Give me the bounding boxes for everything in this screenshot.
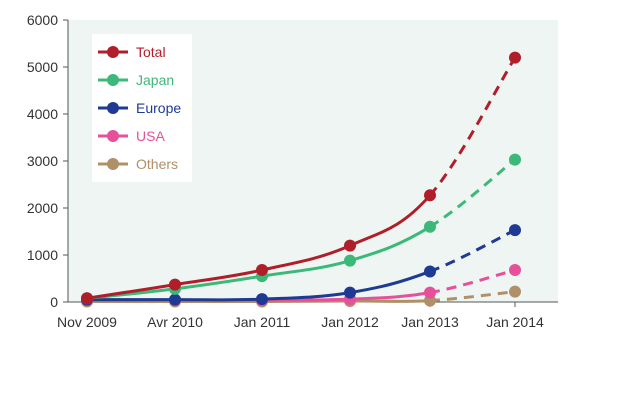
- legend: Total Japan Europe USA Others: [92, 34, 192, 182]
- data-point: [344, 239, 356, 252]
- series-layer: [81, 51, 521, 308]
- legend-label: Total: [136, 44, 166, 60]
- data-point: [509, 153, 521, 166]
- series-line-projected: [429, 290, 516, 303]
- y-tick-label: 6000: [27, 12, 58, 28]
- data-point: [509, 224, 521, 237]
- data-point: [169, 293, 181, 306]
- data-point: [424, 286, 436, 299]
- data-point: [424, 189, 436, 202]
- y-tick-label: 5000: [27, 59, 58, 75]
- y-tick-label: 3000: [27, 153, 58, 169]
- data-point: [509, 285, 521, 298]
- series-line-projected: [428, 56, 517, 197]
- data-point: [169, 278, 181, 291]
- legend-item-europe: Europe: [98, 100, 181, 116]
- legend-swatch-marker: [107, 102, 119, 114]
- legend-item-usa: USA: [98, 128, 165, 144]
- data-point: [424, 265, 436, 278]
- legend-label: Europe: [136, 100, 181, 116]
- legend-swatch-marker: [107, 46, 119, 58]
- x-tick-label: Jan 2014: [486, 314, 544, 330]
- y-tick-label: 4000: [27, 106, 58, 122]
- series-europe: [81, 224, 521, 306]
- y-axis: 0 1000 2000 3000 4000 5000 6000: [27, 12, 69, 310]
- legend-item-japan: Japan: [98, 72, 174, 88]
- y-tick-label: 0: [50, 294, 58, 310]
- data-point: [344, 254, 356, 267]
- x-tick-label: Jan 2013: [401, 314, 459, 330]
- legend-item-total: Total: [98, 44, 166, 60]
- legend-label: Japan: [136, 72, 174, 88]
- y-tick-label: 2000: [27, 200, 58, 216]
- data-point: [509, 264, 521, 277]
- data-point: [509, 51, 521, 64]
- legend-label: Others: [136, 156, 178, 172]
- x-tick-label: Jan 2011: [234, 314, 291, 330]
- y-tick-label: 1000: [27, 247, 58, 263]
- series-line-projected: [429, 158, 516, 229]
- data-point: [344, 286, 356, 299]
- x-axis: Nov 2009 Avr 2010 Jan 2011 Jan 2012 Jan 2013…: [57, 301, 558, 330]
- legend-item-others: Others: [98, 156, 178, 172]
- data-point: [256, 264, 268, 277]
- data-point: [424, 220, 436, 233]
- x-tick-label: Jan 2012: [321, 314, 379, 330]
- x-tick-label: Nov 2009: [57, 314, 117, 330]
- data-point: [81, 292, 93, 305]
- series-line-projected: [429, 268, 516, 295]
- legend-swatch-marker: [107, 158, 119, 170]
- x-tick-label: Avr 2010: [147, 314, 203, 330]
- data-point: [256, 293, 268, 306]
- legend-label: USA: [136, 128, 165, 144]
- series-total: [81, 51, 521, 305]
- legend-swatch-marker: [107, 74, 119, 86]
- legend-swatch-marker: [107, 130, 119, 142]
